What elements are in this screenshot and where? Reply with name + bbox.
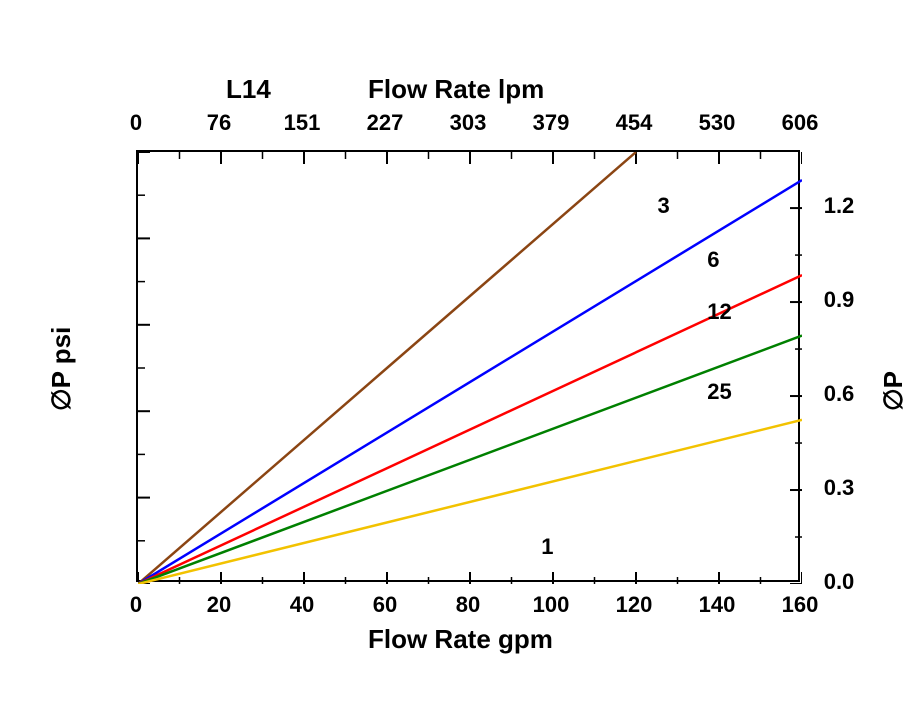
x-bottom-tick-label: 120 — [604, 592, 664, 618]
series-label-25: 25 — [707, 379, 731, 405]
series-label-1: 1 — [541, 534, 553, 560]
series-line-3 — [138, 180, 802, 584]
x-bottom-tick-label: 100 — [521, 592, 581, 618]
plot-area — [136, 150, 800, 582]
model-label: L14 — [226, 74, 271, 105]
y-right-tick-label: 0.9 — [814, 287, 864, 313]
x-bottom-tick-label: 160 — [770, 592, 830, 618]
x-top-axis-label: Flow Rate lpm — [368, 74, 544, 105]
series-label-3: 3 — [658, 193, 670, 219]
x-bottom-tick-label: 140 — [687, 592, 747, 618]
x-bottom-tick-label: 40 — [272, 592, 332, 618]
series-line-6 — [138, 275, 802, 584]
x-top-tick-label: 606 — [766, 110, 834, 136]
x-top-tick-label: 0 — [102, 110, 170, 136]
x-top-tick-label: 303 — [434, 110, 502, 136]
y-right-axis-label: ∅P bar — [878, 371, 908, 411]
y-right-tick-label: 0.6 — [814, 381, 864, 407]
series-label-6: 6 — [707, 247, 719, 273]
series-label-12: 12 — [707, 299, 731, 325]
chart-svg — [138, 152, 802, 584]
x-top-tick-label: 76 — [185, 110, 253, 136]
x-top-tick-label: 530 — [683, 110, 751, 136]
x-top-tick-label: 151 — [268, 110, 336, 136]
series-line-12 — [138, 336, 802, 584]
x-top-tick-label: 227 — [351, 110, 419, 136]
series-line-25 — [138, 420, 802, 584]
y-right-tick-label: 1.2 — [814, 193, 864, 219]
x-bottom-tick-label: 80 — [438, 592, 498, 618]
series-line-1 — [138, 152, 636, 584]
y-left-axis-label: ∅P psi — [46, 327, 77, 411]
x-bottom-axis-label: Flow Rate gpm — [368, 624, 553, 655]
y-right-tick-label: 0.3 — [814, 475, 864, 501]
x-top-tick-label: 454 — [600, 110, 668, 136]
y-right-tick-label: 0.0 — [814, 569, 864, 595]
x-bottom-tick-label: 20 — [189, 592, 249, 618]
x-bottom-tick-label: 60 — [355, 592, 415, 618]
x-bottom-tick-label: 0 — [106, 592, 166, 618]
x-top-tick-label: 379 — [517, 110, 585, 136]
